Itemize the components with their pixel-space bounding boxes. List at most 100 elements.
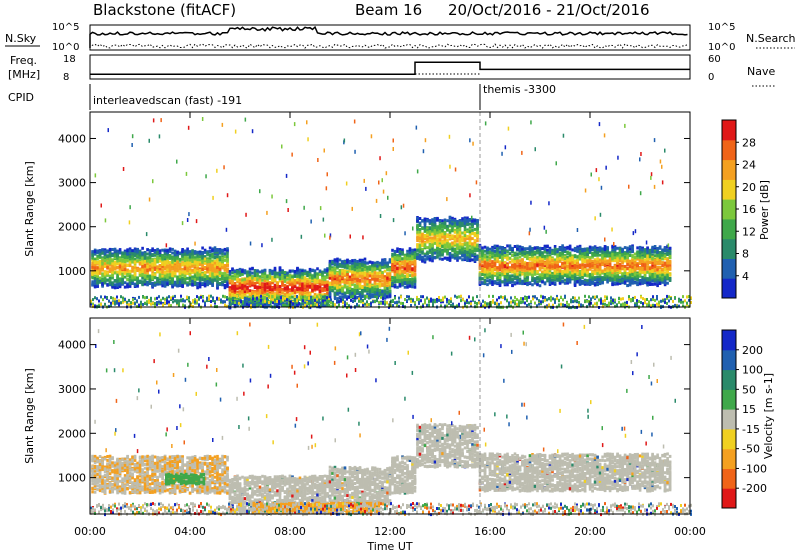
power-cell [283, 283, 287, 287]
power-cell [173, 258, 177, 262]
power-cell [126, 257, 129, 261]
power-cell [426, 218, 429, 222]
power-cell [271, 288, 274, 292]
power-cell [231, 268, 234, 272]
power-cell [466, 222, 469, 226]
power-cell [428, 226, 432, 230]
power-cell [128, 249, 132, 253]
power-cell [371, 275, 374, 278]
power-cell [106, 261, 109, 265]
power-cell [161, 268, 164, 272]
power-cell [91, 280, 94, 284]
power-cell [118, 248, 122, 252]
power-cell [143, 271, 147, 274]
power-cell [101, 248, 104, 252]
power-cell [208, 271, 212, 275]
power-cell [343, 271, 347, 275]
power-cell [108, 261, 112, 265]
power-cell [133, 257, 137, 261]
power-cell [488, 272, 492, 276]
power-cell [341, 260, 344, 264]
power-cell [358, 282, 362, 286]
power-cell [108, 251, 112, 255]
power-cell [396, 273, 399, 277]
power-cell [193, 269, 197, 273]
power-cell [213, 272, 217, 276]
nsky-label: N.Sky [5, 32, 37, 45]
power-cell [93, 250, 97, 253]
power-cell [178, 271, 182, 274]
power-cell [128, 275, 132, 279]
power-cell [271, 295, 274, 298]
power-cell [108, 254, 112, 258]
power-cell [141, 276, 144, 280]
power-cell [111, 281, 114, 285]
power-cell [418, 221, 422, 225]
power-cell [451, 241, 454, 245]
power-cell [146, 270, 149, 274]
power-cell [476, 248, 479, 251]
power-cell [498, 265, 502, 269]
power-cell [453, 254, 457, 258]
power-cell [346, 259, 349, 263]
power-cell [143, 259, 147, 263]
power-cell [91, 258, 94, 261]
power-cell [93, 279, 97, 283]
power-cell [353, 271, 357, 275]
power-cell [146, 256, 149, 260]
power-cell [276, 272, 279, 275]
power-cell [448, 236, 452, 240]
power-cell [161, 274, 164, 278]
power-cell [126, 272, 129, 276]
power-cell [158, 253, 162, 257]
power-cell [498, 246, 502, 250]
power-cell [98, 276, 102, 280]
power-cell [383, 283, 387, 287]
power-cell [403, 259, 407, 263]
power-cell [418, 256, 422, 260]
power-cell [401, 257, 404, 261]
power-cell [173, 264, 177, 268]
power-cell [501, 265, 504, 269]
power-cell [133, 265, 137, 269]
power-cell [171, 251, 174, 255]
power-cell [111, 283, 114, 287]
power-cell [393, 249, 397, 253]
power-cell [458, 221, 462, 225]
power-cell [113, 260, 117, 264]
power-cell [493, 253, 497, 257]
power-cell [146, 248, 149, 252]
power-cell [398, 276, 402, 280]
power-cell [141, 252, 144, 256]
power-cell [103, 257, 107, 261]
power-cell [446, 228, 449, 232]
power-cell [101, 279, 104, 283]
power-cell [158, 249, 162, 253]
power-cell [446, 249, 449, 253]
nsky-panel [89, 24, 691, 51]
power-cell [221, 257, 224, 260]
power-cell [291, 287, 294, 291]
power-cell [136, 267, 139, 271]
power-cell [313, 274, 317, 278]
power-cell [118, 267, 122, 271]
power-cell [446, 224, 449, 228]
power-cell [228, 275, 232, 279]
power-cell [173, 280, 177, 284]
power-cell [241, 278, 244, 282]
power-cell [121, 274, 124, 278]
power-cell [418, 217, 422, 220]
power-cell [471, 237, 474, 241]
power-cell [276, 290, 279, 294]
power-cell [388, 286, 392, 290]
power-cell [161, 248, 164, 252]
power-cell [256, 291, 259, 295]
power-cell [91, 253, 94, 257]
power-cell [213, 278, 217, 282]
power-cell [393, 269, 397, 273]
power-cell [118, 257, 122, 261]
power-cell [368, 260, 372, 264]
power-cell [231, 289, 234, 293]
power-cell [251, 271, 254, 275]
power-cell [191, 275, 194, 279]
